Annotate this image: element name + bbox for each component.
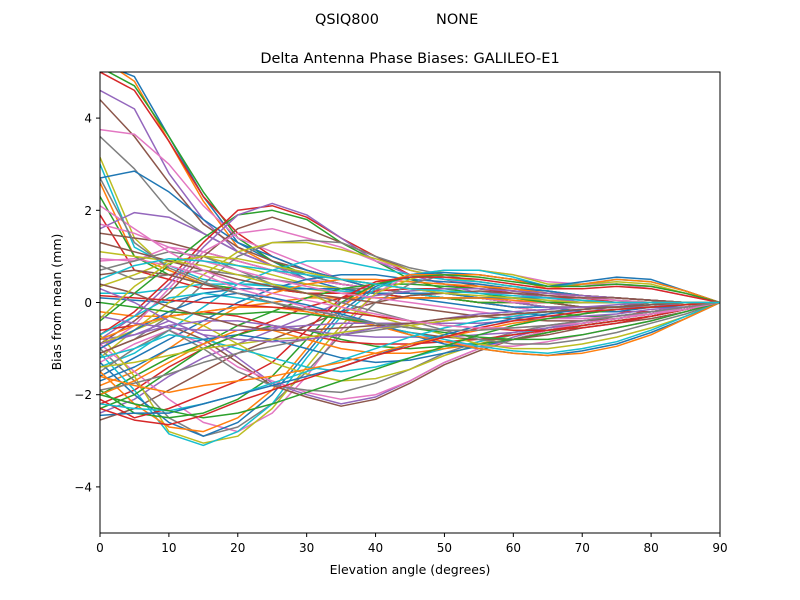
series-line-s76	[100, 283, 720, 331]
x-tick-label: 10	[161, 541, 176, 555]
series-line-s02	[119, 72, 720, 313]
x-tick-label: 80	[643, 541, 658, 555]
series-line-s78	[100, 177, 720, 331]
x-tick-label: 0	[96, 541, 104, 555]
y-tick-label: −4	[74, 480, 92, 494]
y-tick-label: −2	[74, 388, 92, 402]
x-tick-label: 60	[506, 541, 521, 555]
x-tick-label: 20	[230, 541, 245, 555]
series-line-s80	[100, 257, 720, 304]
y-tick-label: 2	[84, 204, 92, 218]
chart-title: Delta Antenna Phase Biases: GALILEO-E1	[260, 51, 559, 67]
x-tick-label: 70	[575, 541, 590, 555]
series-line-s39	[100, 269, 720, 444]
suptitle-receiver: QSIQ800	[315, 12, 379, 28]
series-line-s36	[100, 290, 720, 421]
x-tick-label: 90	[712, 541, 727, 555]
y-tick-label: 0	[84, 296, 92, 310]
y-axis-label: Bias from mean (mm)	[49, 234, 64, 371]
series-line-s53	[100, 301, 720, 410]
series-line-s42	[100, 274, 720, 433]
x-tick-label: 30	[299, 541, 314, 555]
series-line-s60	[100, 292, 720, 354]
series-line-s62	[100, 301, 720, 357]
x-tick-label: 40	[368, 541, 383, 555]
series-line-s44	[100, 276, 720, 419]
series-line-s77	[100, 205, 720, 329]
x-tick-label: 50	[437, 541, 452, 555]
series-group	[100, 72, 720, 447]
y-axis: −4 −2 0 2 4	[74, 112, 100, 494]
x-axis: 0 10 20 30 40 50 60 70 80 90	[96, 533, 728, 555]
x-axis-label: Elevation angle (degrees)	[330, 562, 491, 577]
y-tick-label: 4	[84, 112, 92, 126]
suptitle-radome: NONE	[436, 12, 478, 28]
series-line-s74	[100, 301, 720, 426]
series-line-s70	[100, 301, 720, 412]
